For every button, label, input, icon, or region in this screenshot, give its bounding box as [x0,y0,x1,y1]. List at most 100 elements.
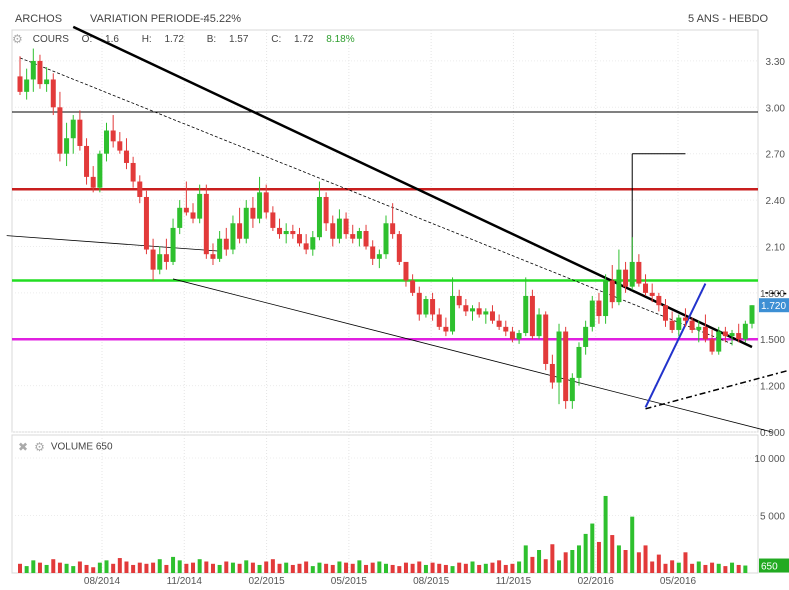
gear-icon[interactable]: ⚙ [12,32,23,46]
y-tick-label: 1.500 [760,335,785,346]
candle-body [270,212,276,228]
volume-bar [157,559,162,573]
volume-bar [197,559,202,573]
candle-body [243,207,249,239]
candle-body [589,300,595,327]
candle-body [390,223,396,235]
last-volume-badge [759,558,789,573]
volume-bar [304,561,309,573]
volume-bar [616,545,621,573]
volume-bar [117,558,122,573]
volume-bar [503,564,508,573]
candle-body [330,223,336,239]
candle-body [463,305,469,312]
candle-body [749,305,755,324]
volume-bar [244,560,249,573]
open-value: 1.6 [105,33,119,45]
last-price-badge [759,298,789,313]
candle-body [316,196,322,238]
trendline [645,369,789,410]
candle-body [277,227,283,235]
candle-body [50,79,56,108]
volume-bar [510,563,515,573]
volume-bar [557,560,562,573]
volume-bar [450,566,455,573]
x-tick-label: 11/2014 [167,576,203,587]
volume-bar [337,561,342,573]
candle-body [30,60,36,80]
series-label: COURS [32,33,69,45]
candle-body [603,280,609,317]
candle-body [729,333,735,337]
volume-bar [204,561,209,573]
candle-body [696,326,702,330]
x-tick-label: 02/2015 [248,576,285,587]
candle-body [363,231,369,247]
candle-body [702,326,708,340]
volume-bar [690,563,695,573]
candle-body [70,119,76,139]
candle-body [336,218,342,239]
volume-bar [284,562,289,573]
candle-body [350,234,356,239]
candle-body [310,237,316,250]
candle-body [150,249,156,270]
candle-body [443,326,449,332]
volume-bar [670,560,675,573]
x-tick-label: 08/2015 [413,576,450,587]
volume-bar [736,564,741,573]
volume-bar [111,563,116,573]
volume-bar [77,561,82,573]
candle-body [503,326,509,332]
gear-icon[interactable]: ⚙ [34,440,45,454]
volume-bar [364,564,369,573]
volume-bar [423,564,428,573]
close-label: C: [271,33,282,45]
candle-body [64,138,70,154]
candle-body [177,207,183,228]
candle-body [636,261,642,284]
volume-bar [650,561,655,573]
volume-legend: ✖ ⚙ VOLUME 650 [18,440,113,454]
candle-body [237,223,243,239]
candle-body [516,333,522,340]
trendline [72,25,753,349]
close-icon[interactable]: ✖ [18,440,29,454]
candle-body [257,192,263,219]
chart-header: ARCHOS VARIATION PERIODE : -45.22% 5 ANS… [0,0,789,30]
candle-body [423,299,429,315]
volume-bar [217,564,222,573]
volume-bar [397,566,402,573]
low-value: 1.57 [228,33,249,45]
volume-bar [630,516,635,573]
volume-bar [171,556,176,573]
candle-body [157,254,163,270]
y-tick-label: 1.200 [760,382,785,393]
volume-bar [710,562,715,573]
volume-bar [137,562,142,573]
period-label[interactable]: 5 ANS - HEBDO [688,13,769,25]
candle-body [210,254,216,259]
volume-bar [71,566,76,573]
candle-body [263,192,269,213]
symbol-name: ARCHOS [15,13,63,25]
candle-body [556,331,562,383]
y-tick-label: 10 000 [754,454,785,465]
candle-body [197,193,203,219]
volume-bar [497,560,502,573]
candle-body [629,261,635,287]
volume-bar [723,566,728,573]
volume-bar [230,562,235,573]
volume-bar [523,545,528,573]
candle-body [17,76,23,92]
candle-body [609,280,615,303]
x-tick-label: 05/2015 [331,576,368,587]
candle-body [722,331,728,337]
volume-bar [270,559,275,573]
volume-bar [583,533,588,573]
candle-body [483,311,489,315]
volume-bar [177,560,182,573]
volume-bar [144,563,149,573]
volume-bar [676,562,681,573]
candle-body [90,176,96,188]
